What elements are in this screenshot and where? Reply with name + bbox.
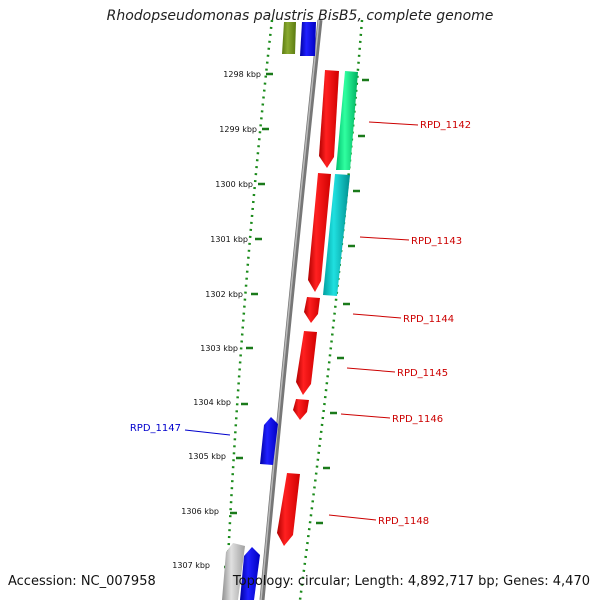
leader-line — [346, 367, 396, 373]
topology-text: Topology: circular; Length: 4,892,717 bp… — [232, 574, 590, 589]
gene-arrow-rpd-1148 — [277, 473, 300, 546]
tick-label: 1298 kbp — [223, 70, 261, 79]
leader-line — [359, 236, 410, 241]
gene-arrows — [222, 22, 358, 600]
gene-arrow-rpd-1144 — [304, 297, 320, 323]
genome-backbone — [259, 19, 323, 600]
leader-line — [340, 413, 391, 419]
gene-label-rpd-1143[interactable]: RPD_1143 — [411, 236, 462, 247]
gene-arrow-rpd-1142 — [319, 70, 339, 168]
gene-label-rpd-1147[interactable]: RPD_1147 — [130, 423, 181, 434]
gene-arrow-gray-bottom — [222, 543, 245, 600]
inner-dotted-guide — [224, 19, 274, 600]
gene-label-rpd-1142[interactable]: RPD_1142 — [420, 120, 471, 131]
gene-arrow-rpd-1143-colored — [323, 174, 350, 296]
tick-label: 1306 kbp — [181, 507, 219, 516]
leader-line — [328, 514, 377, 521]
tick-label: 1307 kbp — [172, 561, 210, 570]
leader-line — [184, 429, 231, 436]
gene-arrow-blue-top — [300, 22, 316, 56]
genome-backbone-highlight — [260, 19, 320, 600]
leader-line — [368, 121, 419, 126]
gene-label-rpd-1146[interactable]: RPD_1146 — [392, 414, 443, 425]
gene-label-rpd-1144[interactable]: RPD_1144 — [403, 314, 454, 325]
gene-arrow-rpd-1147 — [260, 417, 278, 465]
tick-label: 1299 kbp — [219, 125, 257, 134]
accession-text: Accession: NC_007958 — [8, 574, 156, 589]
tick-label: 1303 kbp — [200, 344, 238, 353]
gene-arrow-rpd-1142-colored — [336, 71, 358, 170]
gene-labels: RPD_1142 RPD_1143 RPD_1144 RPD_1145 RPD_… — [130, 120, 471, 527]
gene-arrow-blue-bottom — [240, 547, 260, 600]
tick-label: 1304 kbp — [193, 398, 231, 407]
gene-arrow-rpd-1146 — [293, 399, 309, 420]
tick-label: 1302 kbp — [205, 290, 243, 299]
tick-guides — [224, 19, 364, 600]
genome-title: Rhodopseudomonas palustris BisB5, comple… — [106, 8, 494, 24]
tick-label: 1300 kbp — [215, 180, 253, 189]
gene-arrow-olive — [282, 22, 296, 54]
tick-marks: 1298 kbp 1299 kbp 1300 kbp 1301 kbp 1302… — [172, 70, 369, 570]
tick-label: 1301 kbp — [210, 235, 248, 244]
leader-line — [352, 313, 402, 319]
gene-arrow-rpd-1143 — [308, 173, 331, 292]
tick-label: 1305 kbp — [188, 452, 226, 461]
gene-arrow-rpd-1145 — [296, 331, 317, 395]
gene-label-rpd-1148[interactable]: RPD_1148 — [378, 516, 429, 527]
gene-label-rpd-1145[interactable]: RPD_1145 — [397, 368, 448, 379]
